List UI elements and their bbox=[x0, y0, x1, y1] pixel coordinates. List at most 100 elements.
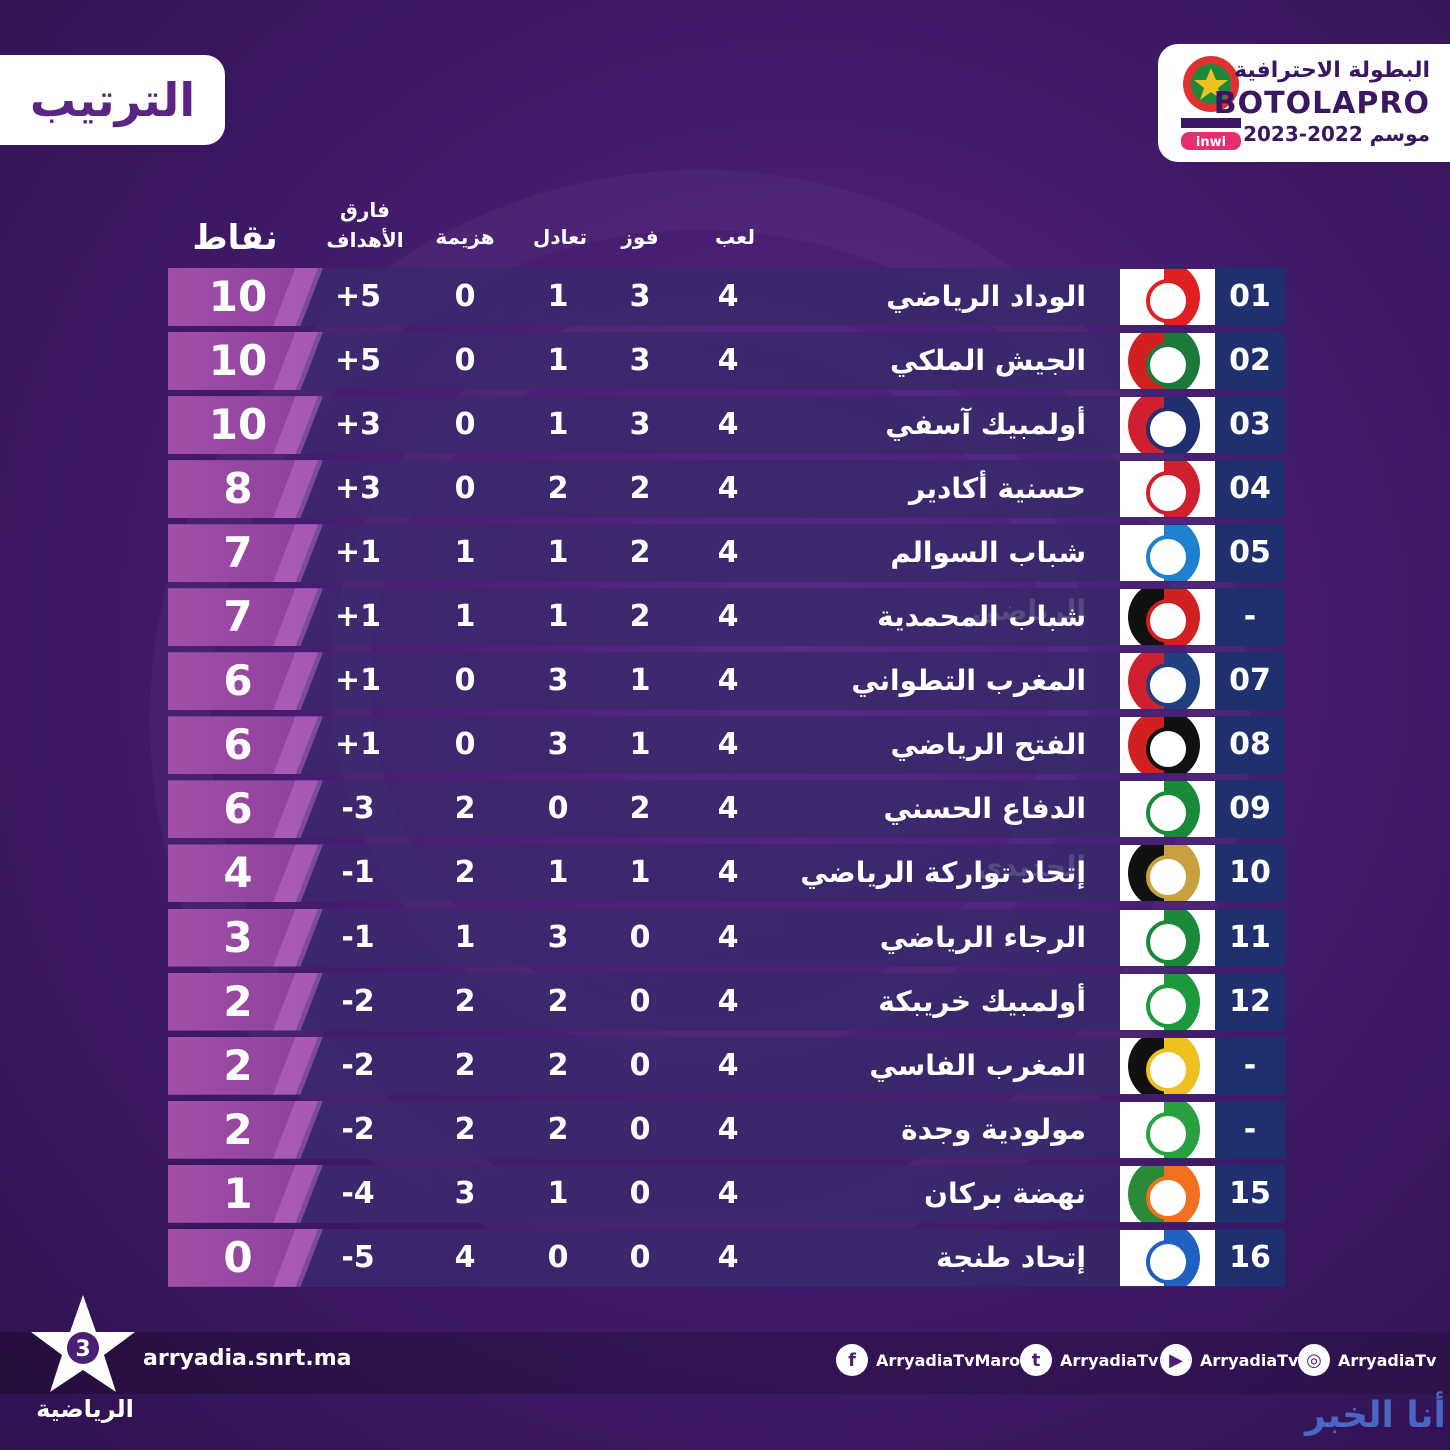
draw: 0 bbox=[547, 1239, 569, 1275]
rank: 03 bbox=[1229, 407, 1271, 443]
played: 4 bbox=[717, 983, 739, 1019]
facebook-link[interactable]: f ArryadiaTvMaroc bbox=[836, 1344, 1030, 1376]
row-bar bbox=[168, 716, 1285, 775]
table-row: 7 +1 1 1 2 4 شباب السوالم الرياضي 05 bbox=[168, 524, 1285, 627]
points-background bbox=[168, 1164, 318, 1223]
table-row: 10 +5 0 1 3 4 الوداد الرياضي 01 bbox=[168, 268, 1285, 326]
lost: 0 bbox=[454, 471, 476, 507]
title-box: الترتيب bbox=[0, 55, 225, 145]
points: 4 bbox=[223, 848, 253, 898]
header-played: لعب bbox=[715, 225, 755, 249]
rank-background bbox=[1215, 588, 1285, 647]
team-name: شباب المحمدية bbox=[877, 600, 1086, 634]
lost: 4 bbox=[454, 1239, 476, 1275]
rank: - bbox=[1243, 1111, 1257, 1147]
youtube-link[interactable]: ▶ ArryadiaTv bbox=[1160, 1344, 1298, 1376]
header-goal-diff: فارق الأهداف bbox=[326, 198, 404, 252]
crest-center bbox=[1146, 407, 1190, 452]
row-bar bbox=[168, 588, 1285, 647]
goal-difference: +5 bbox=[334, 343, 381, 379]
goal-difference: -2 bbox=[341, 1111, 375, 1147]
won: 2 bbox=[629, 471, 651, 507]
won: 0 bbox=[629, 1239, 651, 1275]
points: 6 bbox=[223, 656, 253, 706]
team-crest-icon bbox=[1120, 909, 1215, 966]
points-background bbox=[168, 268, 318, 326]
channel-number: 3 bbox=[75, 1337, 90, 1362]
draw: 2 bbox=[547, 471, 569, 507]
won: 2 bbox=[629, 535, 651, 571]
channel-name: الرياضية bbox=[36, 1395, 134, 1423]
facebook-handle: ArryadiaTvMaroc bbox=[876, 1350, 1030, 1370]
team-name: أولمبيك خريبكة bbox=[878, 984, 1086, 1018]
goal-difference: -4 bbox=[341, 1175, 375, 1211]
row-bar bbox=[168, 908, 1285, 967]
played: 4 bbox=[717, 279, 739, 314]
table-row: 2 -2 2 2 0 4 المغرب الفاسي - bbox=[168, 1036, 1285, 1095]
website-link[interactable]: arryadia.snrt.ma bbox=[143, 1346, 352, 1371]
rank: 01 bbox=[1229, 279, 1271, 314]
points: 2 bbox=[223, 1104, 253, 1154]
table-row: 8 +3 0 2 2 4 حسنية أكادير 04 bbox=[168, 460, 1285, 519]
won: 3 bbox=[629, 407, 651, 443]
draw: 1 bbox=[547, 855, 569, 891]
team-crest-icon bbox=[1120, 1037, 1215, 1094]
points-background bbox=[168, 972, 318, 1031]
lost: 1 bbox=[454, 535, 476, 571]
team-name: المغرب التطواني bbox=[851, 664, 1086, 698]
team-name: الرجاء الرياضي bbox=[879, 920, 1086, 954]
team-crest-icon bbox=[1120, 269, 1215, 325]
table-row: 4 -1 2 1 1 4 إتحاد تواركة الرياضي 10 bbox=[168, 844, 1285, 903]
lost: 2 bbox=[454, 1111, 476, 1147]
played: 4 bbox=[717, 1175, 739, 1211]
instagram-handle: ArryadiaTv bbox=[1338, 1350, 1437, 1370]
table-row: 2 -2 2 2 0 4 أولمبيك خريبكة 12 bbox=[168, 972, 1285, 1031]
rank-background bbox=[1215, 908, 1285, 967]
lost: 0 bbox=[454, 279, 476, 314]
header-lost: هزيمة bbox=[435, 225, 495, 249]
draw: 1 bbox=[547, 343, 569, 379]
team-name: حسنية أكادير bbox=[909, 472, 1086, 506]
team-crest-icon bbox=[1120, 333, 1215, 390]
table-row: 6 +1 0 3 1 4 المغرب التطواني 07 bbox=[168, 652, 1285, 711]
crest-center bbox=[1146, 919, 1190, 964]
table-row: 6 -3 2 0 2 4 الدفاع الحسني الجديدي 09 bbox=[168, 780, 1285, 883]
won: 1 bbox=[629, 663, 651, 699]
goal-difference: -5 bbox=[341, 1239, 375, 1275]
goal-difference: +1 bbox=[334, 599, 381, 635]
rank: 15 bbox=[1229, 1175, 1271, 1211]
rank: 07 bbox=[1229, 663, 1271, 699]
twitter-link[interactable]: t ArryadiaTv bbox=[1020, 1344, 1158, 1376]
goal-difference: +5 bbox=[334, 279, 381, 314]
table-row: 2 -2 2 2 0 4 مولودية وجدة - bbox=[168, 1100, 1285, 1159]
team-crest-icon bbox=[1120, 1165, 1215, 1222]
points-background bbox=[168, 716, 318, 775]
won: 3 bbox=[629, 343, 651, 379]
points-background bbox=[168, 652, 318, 711]
team-name: إتحاد تواركة الرياضي bbox=[800, 856, 1086, 890]
rank: - bbox=[1243, 1047, 1257, 1083]
won: 0 bbox=[629, 983, 651, 1019]
instagram-link[interactable]: ◎ ArryadiaTv bbox=[1298, 1344, 1436, 1376]
goal-difference: +1 bbox=[334, 535, 381, 571]
played: 4 bbox=[717, 1111, 739, 1147]
botola-emblem-icon: inwi bbox=[1181, 56, 1241, 150]
rank: 12 bbox=[1229, 983, 1271, 1019]
points-background bbox=[168, 396, 318, 455]
crest-center bbox=[1146, 663, 1190, 708]
row-bar bbox=[168, 524, 1285, 583]
team-crest-icon bbox=[1120, 589, 1215, 646]
lost: 2 bbox=[454, 855, 476, 891]
draw: 2 bbox=[547, 983, 569, 1019]
won: 0 bbox=[629, 1047, 651, 1083]
points: 0 bbox=[223, 1232, 253, 1282]
row-bar bbox=[168, 460, 1285, 519]
team-name: أولمبيك آسفي bbox=[885, 408, 1086, 442]
crest-center bbox=[1146, 791, 1190, 836]
team-crest-icon bbox=[1120, 845, 1215, 902]
team-name: الفتح الرياضي bbox=[890, 728, 1086, 762]
channel-star-logo: 3 bbox=[31, 1295, 135, 1392]
crest-center bbox=[1146, 535, 1190, 580]
team-crest-icon bbox=[1120, 1101, 1215, 1158]
table-row: 10 +5 0 1 3 4 الجيش الملكي 02 bbox=[168, 332, 1285, 391]
